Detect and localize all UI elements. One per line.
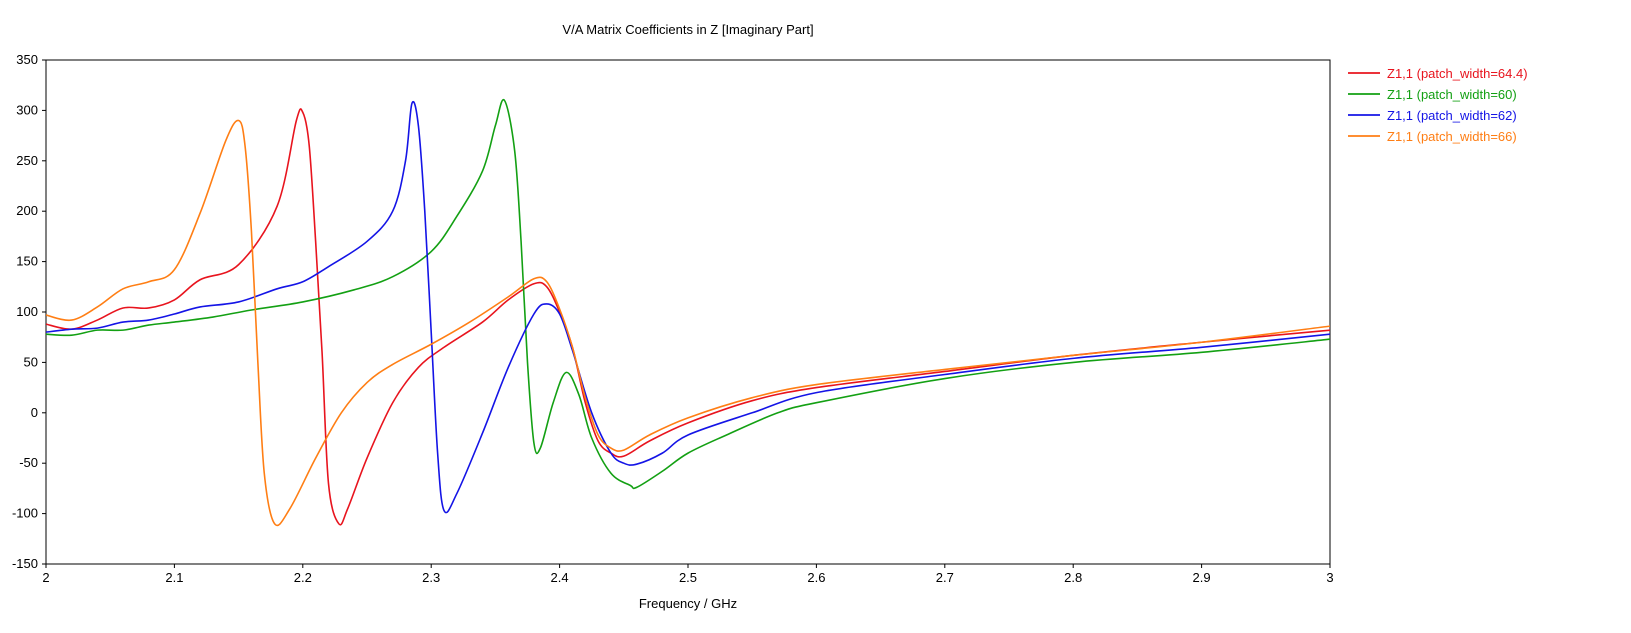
legend-label-4: Z1,1 (patch_width=66) <box>1387 129 1517 144</box>
y-tick-label: 200 <box>16 203 38 218</box>
x-tick-label: 2 <box>42 570 49 585</box>
plot-frame <box>45 59 1331 565</box>
chart-title: V/A Matrix Coefficients in Z [Imaginary … <box>562 22 813 37</box>
y-tick-label: 350 <box>16 52 38 67</box>
y-tick-label: -100 <box>12 506 38 521</box>
legend-label-3: Z1,1 (patch_width=62) <box>1387 108 1517 123</box>
series-group <box>46 98 1330 527</box>
y-tick-label: 300 <box>16 102 38 117</box>
legend: Z1,1 (patch_width=64.4) Z1,1 (patch_width… <box>1348 66 1528 144</box>
y-tick-label: -50 <box>19 455 38 470</box>
y-tick-label: 150 <box>16 254 38 269</box>
series-line-1 <box>46 108 1330 526</box>
series-line-4 <box>46 119 1330 527</box>
x-tick-label: 2.7 <box>936 570 954 585</box>
series-line-2 <box>46 98 1330 490</box>
x-axis-label: Frequency / GHz <box>639 596 737 611</box>
y-tick-label: 50 <box>24 354 38 369</box>
legend-label-1: Z1,1 (patch_width=64.4) <box>1387 66 1528 81</box>
legend-label-2: Z1,1 (patch_width=60) <box>1387 87 1517 102</box>
x-tick-label: 2.5 <box>679 570 697 585</box>
x-tick-label: 2.2 <box>294 570 312 585</box>
x-tick-label: 2.9 <box>1193 570 1211 585</box>
x-tick-label: 3 <box>1326 570 1333 585</box>
x-tick-label: 2.8 <box>1064 570 1082 585</box>
y-tick-label: 0 <box>31 405 38 420</box>
y-tick-label: 100 <box>16 304 38 319</box>
x-tick-label: 2.4 <box>551 570 569 585</box>
series-line-3 <box>46 100 1330 514</box>
y-tick-label: -150 <box>12 556 38 571</box>
axes: 2 2.1 2.2 2.3 2.4 2.5 2.6 2.7 2.8 2.9 3 350 300 250 20… <box>12 52 1334 585</box>
x-tick-label: 2.1 <box>165 570 183 585</box>
y-tick-label: 250 <box>16 153 38 168</box>
x-tick-label: 2.3 <box>422 570 440 585</box>
x-tick-label: 2.6 <box>807 570 825 585</box>
